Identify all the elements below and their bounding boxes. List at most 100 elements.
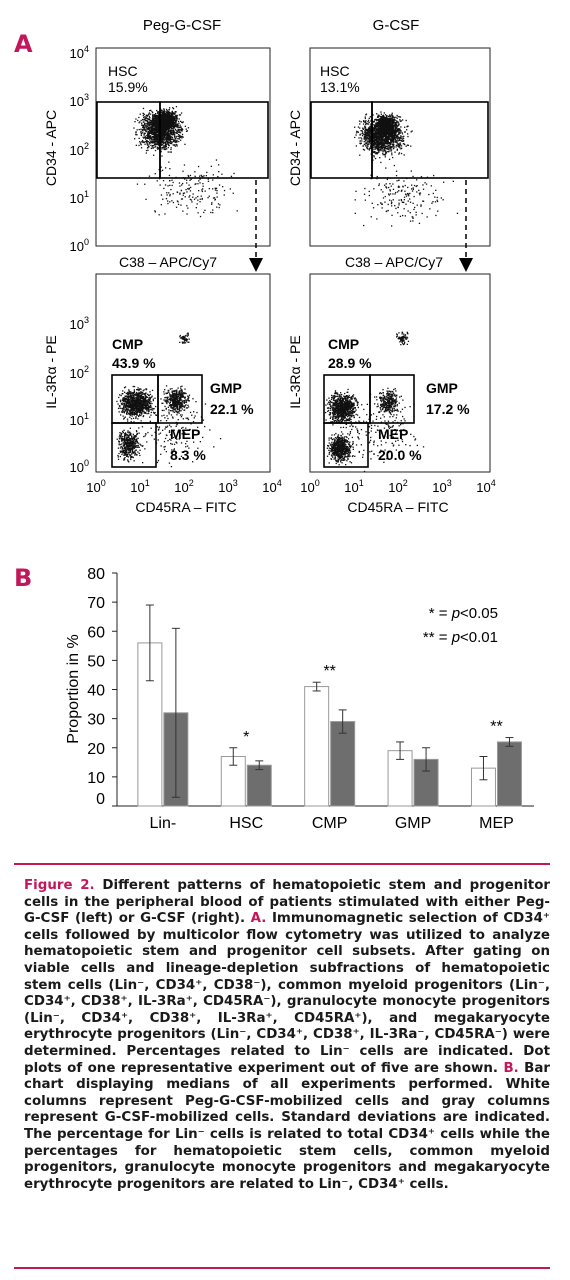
event-dot — [144, 125, 146, 127]
panel-a-letter: A — [14, 30, 33, 58]
event-dot — [146, 128, 149, 130]
event-dot — [384, 141, 386, 143]
event-dot — [170, 112, 172, 114]
event-dot — [387, 118, 389, 120]
event-dot — [140, 131, 142, 134]
event-dot — [377, 144, 379, 147]
event-dot — [186, 130, 189, 132]
event-dot — [154, 146, 156, 148]
event-dot — [375, 126, 377, 129]
event-dot — [435, 189, 437, 191]
event-dot — [398, 124, 400, 126]
event-dot — [148, 127, 150, 129]
event-dot — [379, 132, 381, 134]
event-dot — [381, 120, 383, 123]
event-dot — [370, 126, 372, 128]
plot-frame — [309, 47, 491, 247]
event-dot — [394, 130, 396, 132]
event-dot — [381, 203, 383, 205]
event-dot — [161, 135, 163, 138]
event-dot — [373, 137, 375, 140]
event-dot — [399, 144, 401, 147]
event-dot — [389, 125, 391, 128]
event-dot — [365, 122, 367, 124]
event-dot — [177, 203, 180, 205]
event-dot — [151, 125, 154, 127]
event-dot — [434, 196, 436, 198]
event-dot — [374, 132, 376, 135]
event-dot — [169, 133, 171, 135]
event-dot — [180, 126, 182, 128]
event-dot — [163, 136, 165, 138]
event-dot — [381, 132, 383, 134]
event-dot — [400, 199, 403, 202]
event-dot — [372, 207, 375, 209]
event-dot — [367, 143, 369, 145]
event-dot — [165, 133, 167, 135]
event-dot — [387, 121, 389, 124]
event-dot — [385, 131, 387, 133]
event-dot — [177, 138, 179, 140]
event-dot — [404, 143, 406, 146]
event-dot — [377, 152, 379, 154]
event-dot — [380, 202, 382, 204]
event-dot — [388, 194, 390, 196]
event-dot — [185, 189, 187, 191]
event-dot — [422, 200, 424, 202]
event-dot — [382, 132, 384, 134]
event-dot — [164, 128, 167, 130]
gate-arrow-head — [249, 258, 263, 272]
event-dot — [398, 137, 400, 139]
event-dot — [359, 140, 361, 142]
event-dot — [398, 137, 401, 139]
event-dot — [383, 145, 385, 147]
event-dot — [169, 195, 171, 197]
event-dot — [147, 124, 149, 126]
event-dot — [376, 147, 378, 149]
event-dot — [210, 211, 212, 214]
event-dot — [176, 116, 178, 119]
event-dot — [203, 211, 205, 214]
event-dot — [152, 147, 154, 149]
event-dot — [145, 114, 148, 116]
event-dot — [165, 108, 168, 111]
event-dot — [155, 134, 157, 136]
event-dot — [407, 192, 409, 195]
event-dot — [376, 113, 378, 115]
event-dot — [172, 116, 174, 118]
event-dot — [398, 128, 400, 130]
event-dot — [378, 115, 380, 117]
event-dot — [165, 144, 167, 146]
event-dot — [161, 131, 163, 133]
event-dot — [176, 123, 178, 125]
event-dot — [387, 148, 389, 150]
event-dot — [402, 140, 404, 142]
event-dot — [396, 148, 398, 150]
event-dot — [194, 183, 196, 185]
dot-cloud — [354, 111, 459, 227]
event-dot — [176, 200, 179, 202]
event-dot — [153, 130, 155, 132]
event-dot — [359, 143, 362, 145]
event-dot — [155, 138, 157, 140]
event-dot — [161, 113, 163, 115]
event-dot — [142, 121, 144, 123]
event-dot — [405, 203, 407, 205]
event-dot — [390, 126, 393, 128]
event-dot — [370, 139, 372, 141]
event-dot — [160, 166, 162, 168]
event-dot — [145, 149, 148, 152]
event-dot — [140, 147, 143, 149]
event-dot — [379, 122, 381, 124]
event-dot — [182, 182, 184, 185]
event-dot — [163, 132, 165, 134]
event-dot — [175, 124, 178, 126]
event-dot — [157, 124, 159, 126]
event-dot — [363, 120, 365, 122]
event-dot — [160, 135, 162, 138]
event-dot — [381, 116, 383, 118]
event-dot — [163, 131, 165, 133]
event-dot — [188, 188, 190, 190]
event-dot — [383, 119, 385, 121]
event-dot — [374, 133, 376, 136]
